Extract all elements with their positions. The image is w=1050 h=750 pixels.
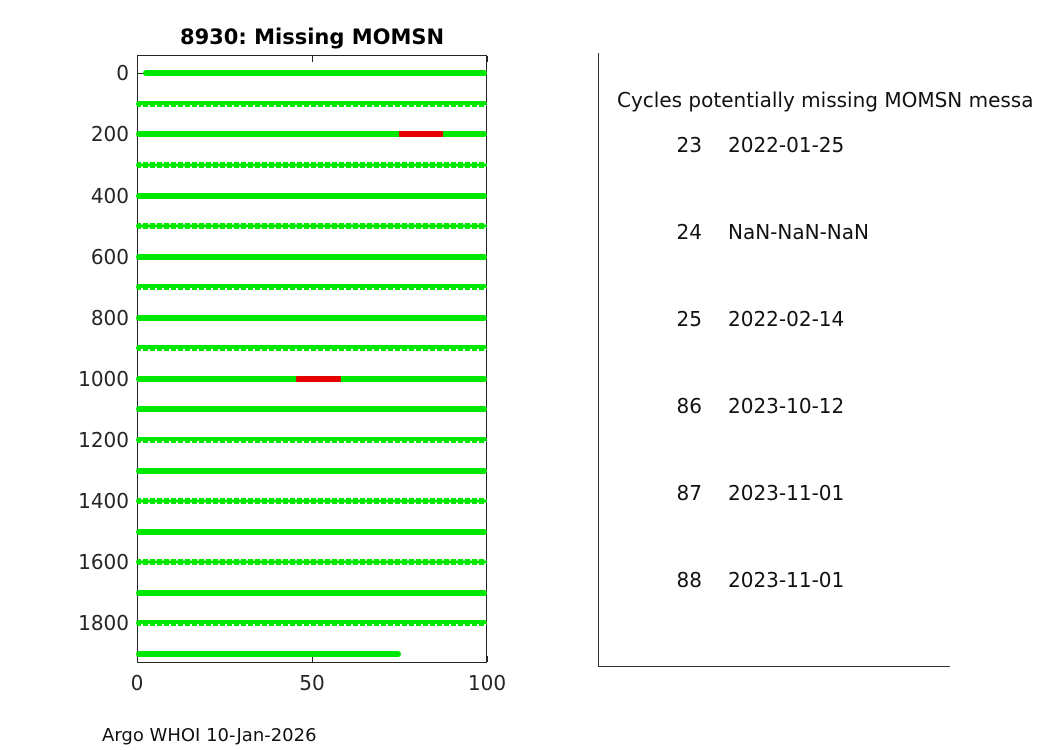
y-axis-tick — [138, 72, 144, 74]
cycle-date: 2022-02-14 — [728, 307, 845, 331]
x-tick-label: 50 — [299, 671, 325, 695]
list-item: 87 2023-11-01 — [598, 480, 1038, 506]
y-tick-label: 1800 — [78, 611, 129, 636]
momsn-line — [135, 589, 487, 596]
momsn-line — [135, 467, 487, 474]
x-axis-tick — [136, 656, 138, 662]
panel-left-border — [598, 53, 599, 666]
momsn-line — [135, 284, 487, 291]
list-item: 23 2022-01-25 — [598, 132, 1038, 158]
cycle-number: 24 — [676, 220, 702, 244]
x-axis-tick-top — [486, 56, 488, 62]
list-item: 24 NaN-NaN-NaN — [598, 219, 1038, 245]
cycle-number: 23 — [676, 133, 702, 157]
cycle-number: 88 — [676, 568, 702, 592]
x-tick-label: 0 — [130, 671, 144, 695]
momsn-line — [135, 161, 487, 168]
momsn-line — [135, 314, 487, 321]
momsn-line — [135, 498, 487, 505]
momsn-line — [135, 192, 487, 199]
x-axis-tick — [486, 656, 488, 662]
cycle-number: 86 — [676, 394, 702, 418]
y-tick-label: 1200 — [78, 427, 129, 452]
list-item: 86 2023-10-12 — [598, 393, 1038, 419]
momsn-line — [135, 559, 487, 566]
momsn-line — [135, 650, 401, 657]
cycle-date: 2023-11-01 — [728, 481, 845, 505]
y-tick-label: 1000 — [78, 366, 129, 391]
cycle-date: 2022-01-25 — [728, 133, 845, 157]
y-tick-label: 800 — [90, 305, 129, 330]
x-axis-tick — [311, 656, 313, 662]
cycle-date: 2023-10-12 — [728, 394, 845, 418]
missing-momsn-segment — [398, 131, 443, 138]
y-tick-label: 1600 — [78, 550, 129, 575]
momsn-line — [135, 436, 487, 443]
y-tick-label: 1400 — [78, 489, 129, 514]
footer-note: Argo WHOI 10-Jan-2026 — [102, 725, 317, 746]
list-item: 25 2022-02-14 — [598, 306, 1038, 332]
momsn-line — [135, 345, 487, 352]
cycle-number: 87 — [676, 481, 702, 505]
list-item: 88 2023-11-01 — [598, 567, 1038, 593]
momsn-line — [135, 528, 487, 535]
momsn-line — [135, 253, 487, 260]
y-tick-label: 400 — [90, 183, 129, 208]
missing-momsn-segment — [296, 375, 341, 382]
momsn-line — [135, 223, 487, 230]
x-axis-tick-top — [311, 56, 313, 62]
momsn-line — [135, 131, 487, 138]
chart-title: 8930: Missing MOMSN — [179, 25, 445, 49]
momsn-line — [135, 620, 487, 627]
plot-area — [137, 55, 487, 663]
momsn-line — [135, 406, 487, 413]
momsn-line — [135, 100, 487, 107]
cycle-date: 2023-11-01 — [728, 568, 845, 592]
y-tick-label: 0 — [116, 61, 129, 86]
cycle-date: NaN-NaN-NaN — [728, 220, 869, 244]
cycle-number: 25 — [676, 307, 702, 331]
x-tick-label: 100 — [467, 671, 507, 695]
panel-heading: Cycles potentially missing MOMSN messa — [617, 88, 1034, 112]
y-tick-label: 600 — [90, 244, 129, 269]
panel-bottom-border — [598, 666, 950, 667]
y-tick-label: 200 — [90, 122, 129, 147]
x-axis-tick-top — [136, 56, 138, 62]
momsn-line — [142, 70, 487, 77]
